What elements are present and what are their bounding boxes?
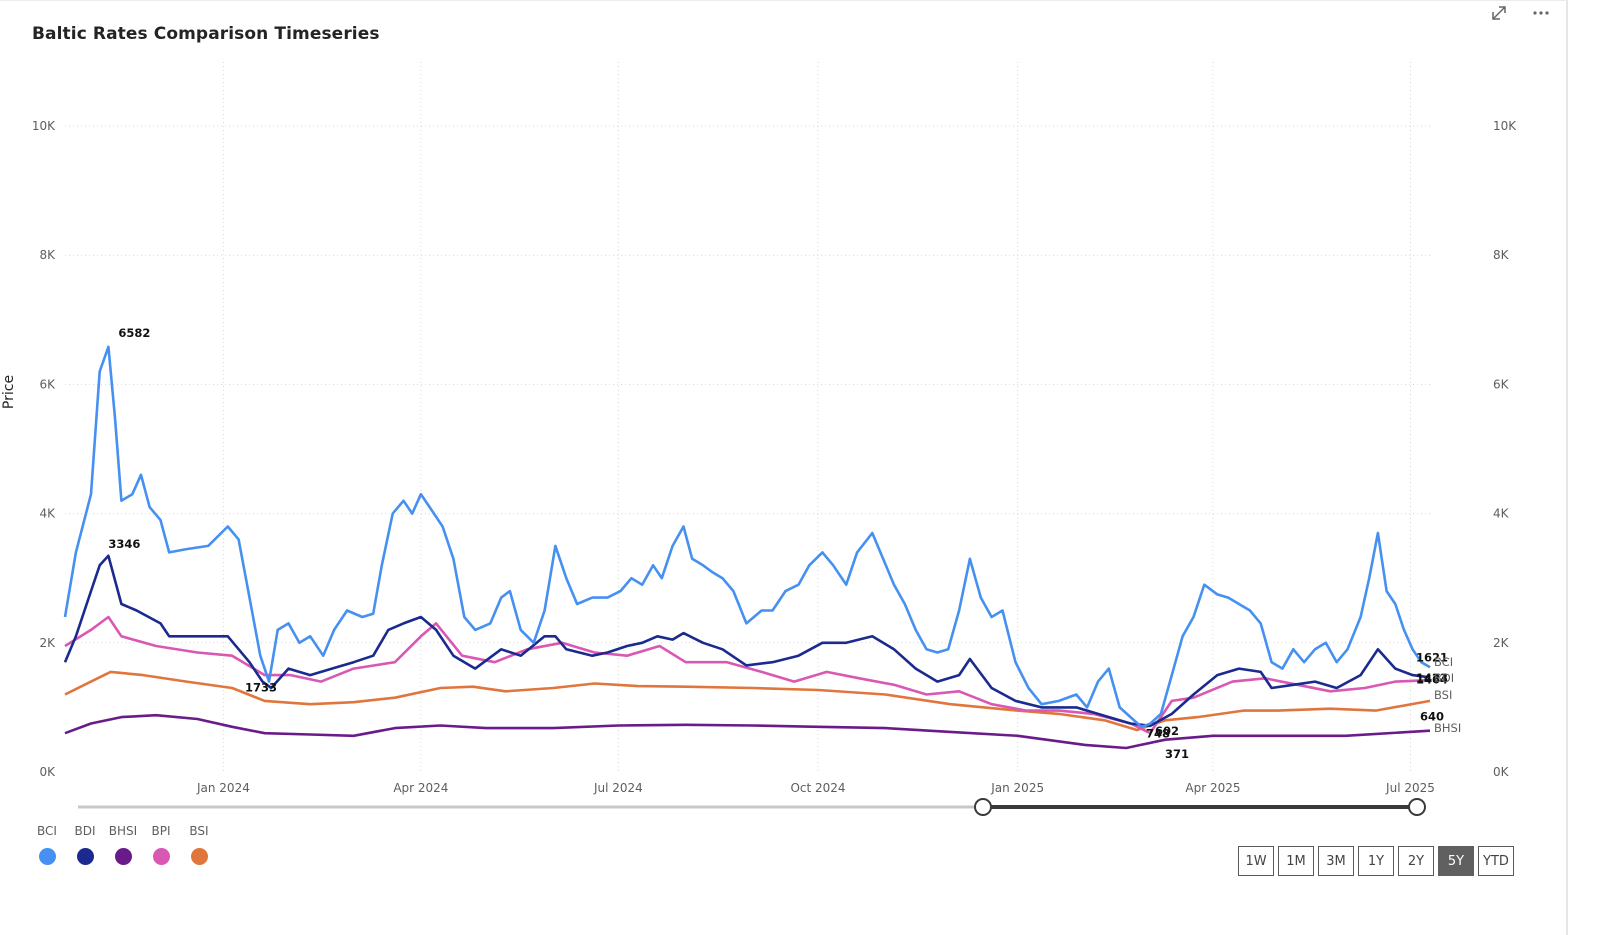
y-tick-label-left: 10K xyxy=(32,119,56,133)
x-axis: Jan 2024 Apr 2024 Jul 2024 Oct 2024 Jan 2025… xyxy=(196,781,1435,795)
range-button-1w[interactable]: 1W xyxy=(1238,846,1274,876)
y-tick-label-right: 8K xyxy=(1493,248,1510,262)
slider-start-handle[interactable] xyxy=(974,798,992,816)
y-axis-left: 0K 2K 4K 6K 8K 10K xyxy=(32,119,56,779)
expand-icon[interactable] xyxy=(1488,2,1510,24)
legend: BCI BDI BHSI BPI BSI xyxy=(28,824,218,865)
legend-color-dot xyxy=(38,848,56,865)
y-tick-label-right: 10K xyxy=(1493,119,1517,133)
y-tick-label-left: 4K xyxy=(39,507,56,521)
legend-label: BSI xyxy=(189,824,209,838)
x-tick-label: Oct 2024 xyxy=(790,781,845,795)
series-line-bhsi[interactable] xyxy=(64,713,1431,750)
data-label: 371 xyxy=(1165,747,1189,761)
series-line-bpi[interactable] xyxy=(64,615,1431,735)
y-tick-label-left: 2K xyxy=(39,636,56,650)
data-label: 1733 xyxy=(245,681,277,695)
legend-item-bdi[interactable]: BDI xyxy=(66,824,104,865)
y-tick-label-left: 8K xyxy=(39,248,56,262)
x-tick-label: Jan 2025 xyxy=(990,781,1044,795)
slider-end-handle[interactable] xyxy=(1408,798,1426,816)
data-label: 602 xyxy=(1155,724,1179,738)
more-options-icon[interactable] xyxy=(1530,2,1552,24)
series-line-bci[interactable] xyxy=(63,345,1431,729)
range-button-3m[interactable]: 3M xyxy=(1318,846,1354,876)
range-button-ytd[interactable]: YTD xyxy=(1478,846,1514,876)
data-label: 640 xyxy=(1420,710,1444,724)
legend-label: BDI xyxy=(74,824,96,838)
legend-item-bci[interactable]: BCI xyxy=(28,824,66,865)
range-slider xyxy=(78,798,1426,816)
end-label-bsi: BSI xyxy=(1434,688,1452,702)
y-tick-label-right: 6K xyxy=(1493,377,1510,391)
y-tick-label-right: 2K xyxy=(1493,636,1510,650)
range-button-1m[interactable]: 1M xyxy=(1278,846,1314,876)
legend-label: BCI xyxy=(37,824,57,838)
range-button-2y[interactable]: 2Y xyxy=(1398,846,1434,876)
legend-color-dot xyxy=(190,848,208,865)
x-tick-label: Apr 2024 xyxy=(393,781,448,795)
legend-color-dot xyxy=(76,848,94,865)
legend-label: BHSI xyxy=(108,824,138,838)
legend-label: BPI xyxy=(151,824,171,838)
chart-title: Baltic Rates Comparison Timeseries xyxy=(32,24,380,44)
data-label: 1621 xyxy=(1416,650,1448,664)
series-line-bdi[interactable] xyxy=(63,554,1431,728)
legend-item-bhsi[interactable]: BHSI xyxy=(104,824,142,865)
series-lines xyxy=(63,345,1431,750)
y-axis-right: 0K 2K 4K 6K 8K 10K xyxy=(1493,119,1517,779)
x-tick-label: Jul 2024 xyxy=(593,781,643,795)
data-label: 1423 xyxy=(1416,671,1448,685)
end-labels: BCI BDI BSI BHSI xyxy=(1434,655,1461,735)
range-button-5y[interactable]: 5Y xyxy=(1438,846,1474,876)
data-label: 748 xyxy=(1146,727,1170,741)
end-label-bci: BCI xyxy=(1434,655,1453,669)
legend-item-bsi[interactable]: BSI xyxy=(180,824,218,865)
series-line-bsi[interactable] xyxy=(64,670,1431,732)
y-tick-label-right: 0K xyxy=(1493,765,1510,779)
range-button-1y[interactable]: 1Y xyxy=(1358,846,1394,876)
x-tick-label: Jan 2024 xyxy=(196,781,250,795)
data-label: 6582 xyxy=(118,326,150,340)
data-label: 3346 xyxy=(108,537,140,551)
y-tick-label-right: 4K xyxy=(1493,507,1510,521)
legend-color-dot xyxy=(152,848,170,865)
end-label-bhsi: BHSI xyxy=(1434,721,1461,735)
visual-header xyxy=(1488,2,1552,24)
y-tick-label-left: 0K xyxy=(39,765,56,779)
y-tick-label-left: 6K xyxy=(39,377,56,391)
data-label: 1464 xyxy=(1416,672,1448,686)
legend-item-bpi[interactable]: BPI xyxy=(142,824,180,865)
range-buttons: 1W 1M 3M 1Y 2Y 5Y YTD xyxy=(1238,846,1514,876)
legend-color-dot xyxy=(114,848,132,865)
x-tick-label: Apr 2025 xyxy=(1185,781,1240,795)
x-tick-label: Jul 2025 xyxy=(1385,781,1435,795)
end-label-bdi: BDI xyxy=(1434,671,1454,685)
y-axis-label: Price xyxy=(1,375,17,409)
